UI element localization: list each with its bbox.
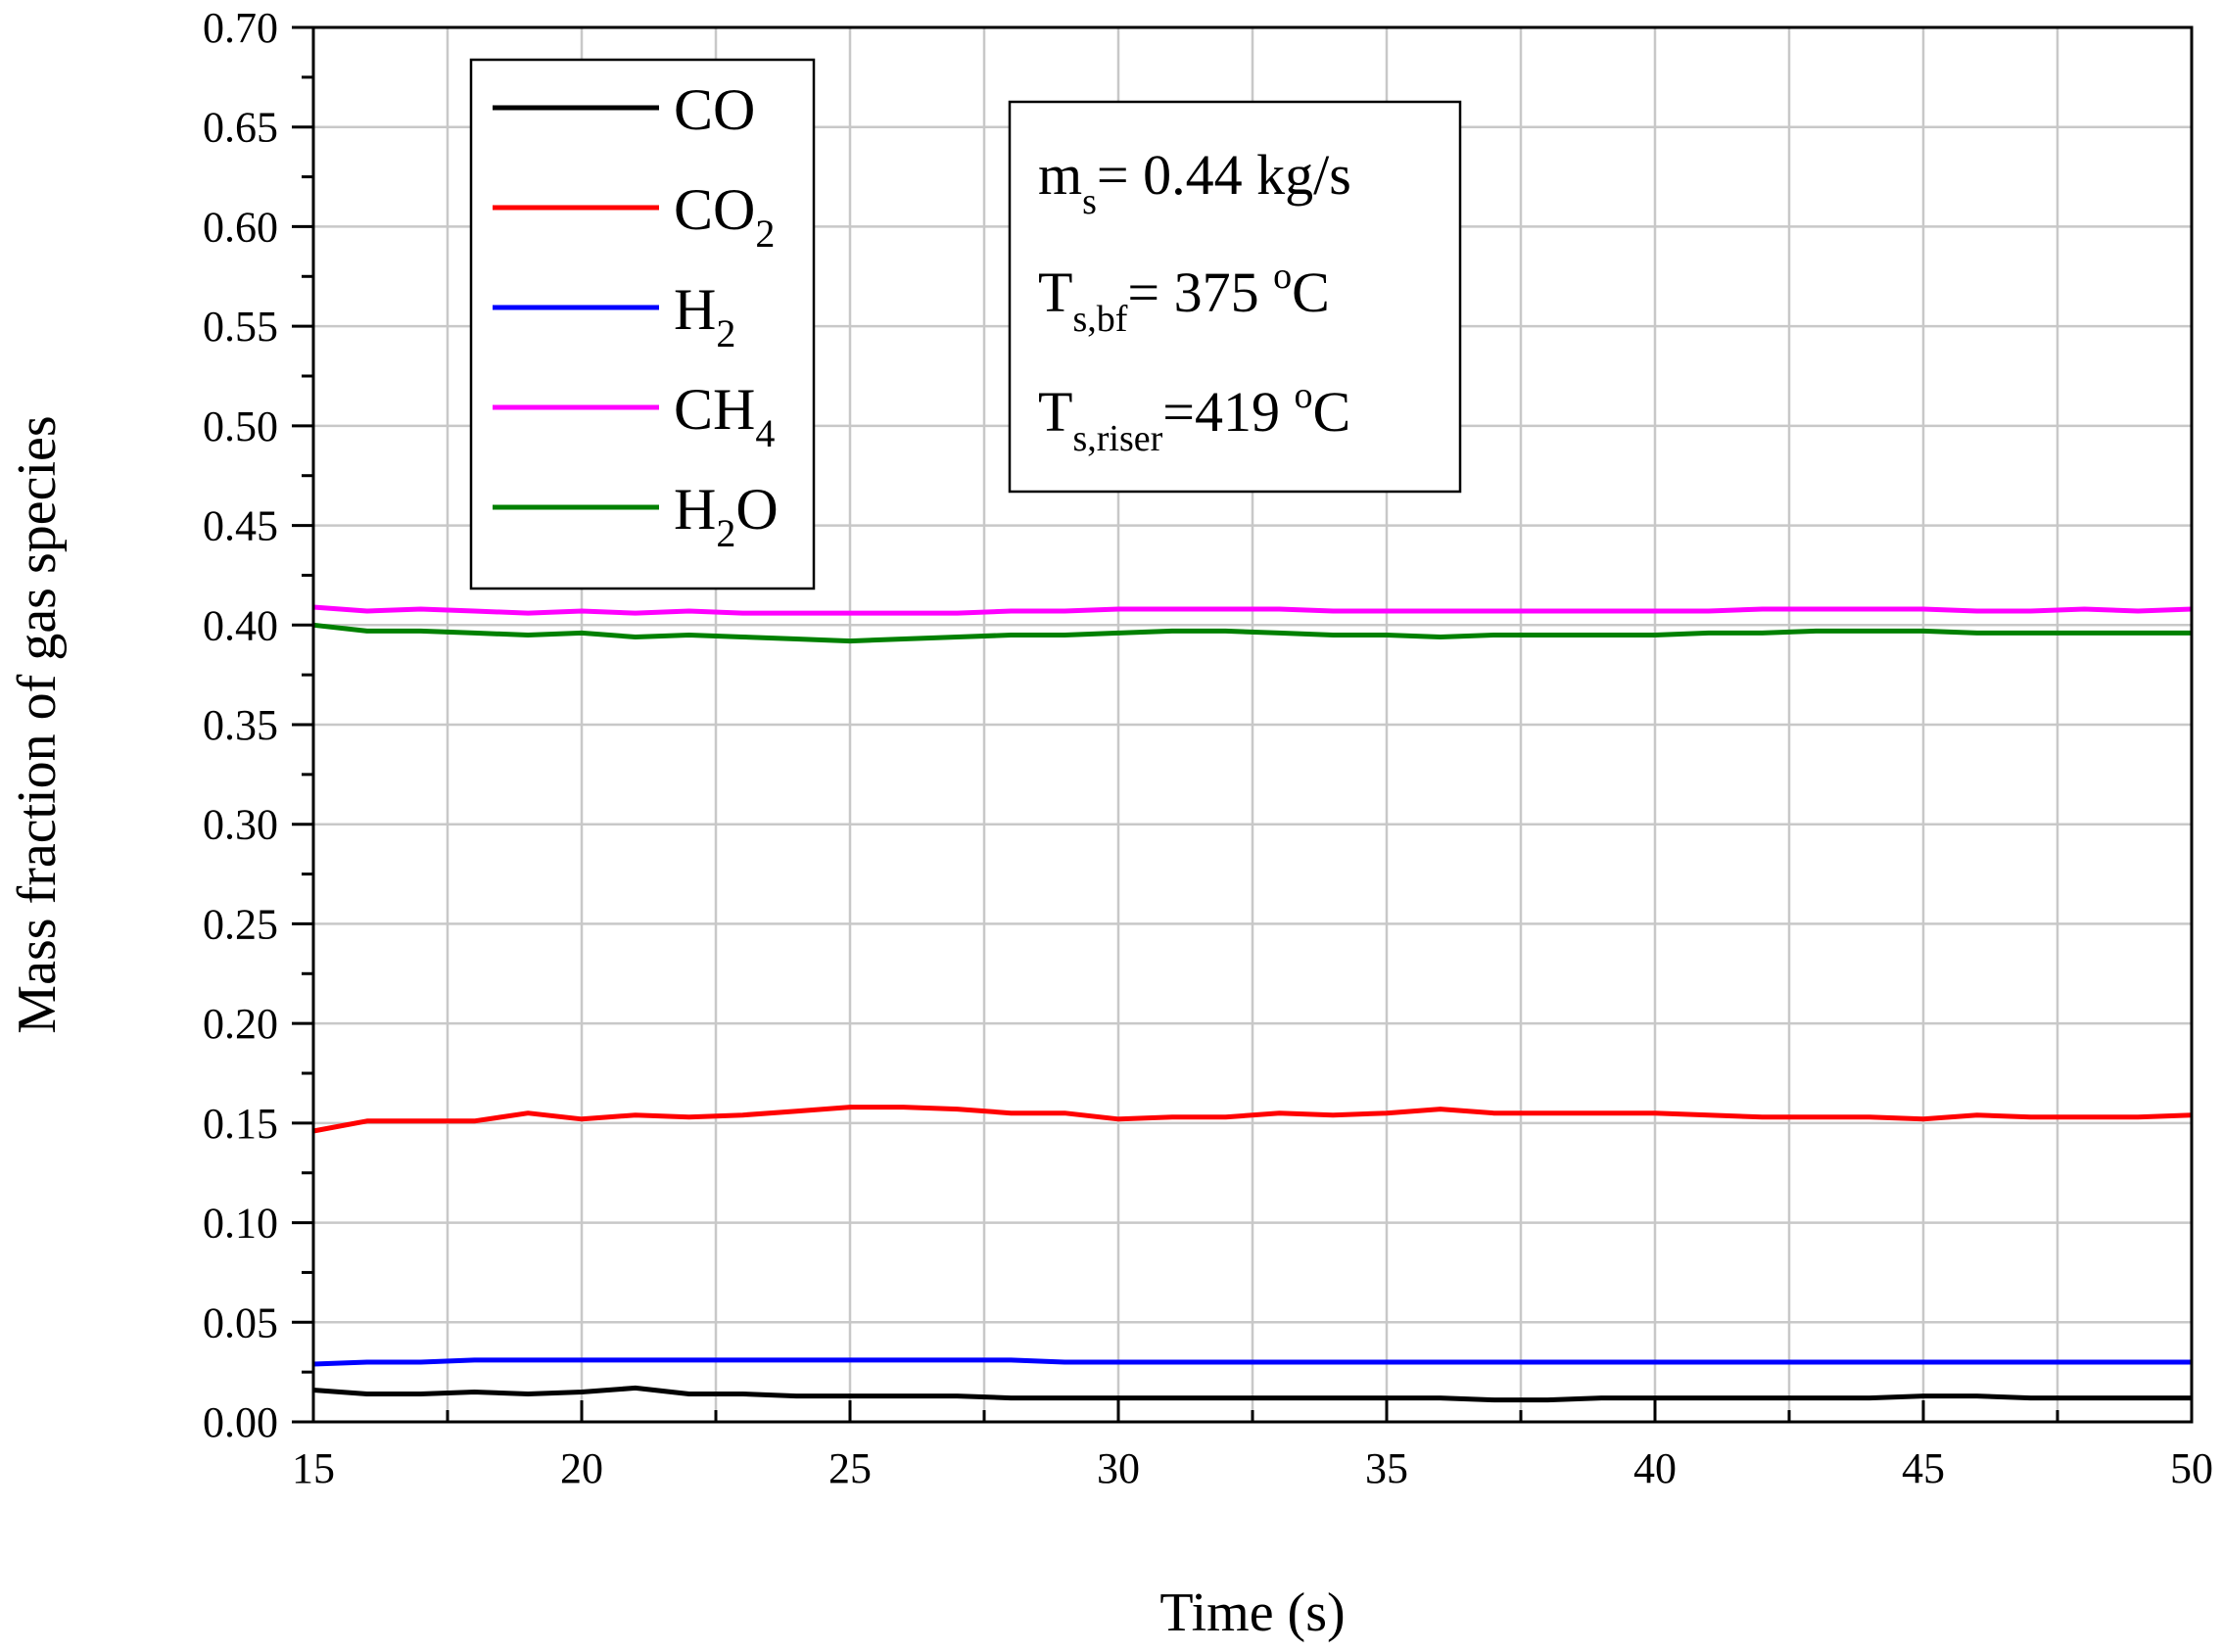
tick-labels: 15 20 25 30 35 40 45 50 0.00 0.05 0.10 0.15 0.20 0.25…	[203, 4, 2213, 1492]
y-tick-label: 0.70	[203, 4, 278, 52]
series-line-h2o	[312, 622, 2192, 644]
annotation-line: Ts,bf= 375 oC	[1038, 256, 1330, 340]
y-tick-label: 0.05	[203, 1298, 278, 1346]
y-tick-label: 0.15	[203, 1100, 278, 1148]
y-tick-label: 0.00	[203, 1398, 278, 1446]
y-tick-label: 0.35	[203, 701, 278, 749]
y-tick-label: 0.55	[203, 303, 278, 351]
x-tick-label: 15	[292, 1444, 335, 1492]
legend-label: H2	[674, 277, 735, 355]
legend-label: CO2	[674, 177, 775, 256]
series-line-ch4	[312, 604, 2193, 616]
legend-label: H2O	[674, 477, 779, 555]
y-tick-label: 0.45	[203, 502, 278, 550]
x-tick-label: 25	[828, 1444, 872, 1492]
annotation-box	[1008, 100, 1462, 494]
y-tick-label: 0.10	[203, 1200, 278, 1248]
y-tick-label: 0.50	[203, 402, 278, 450]
x-tick-label: 30	[1097, 1444, 1140, 1492]
x-tick-label: 35	[1365, 1444, 1408, 1492]
legend-label: CH4	[674, 377, 775, 455]
x-tick-label: 20	[560, 1444, 603, 1492]
y-axis-title: Mass fraction of gas species	[7, 415, 68, 1033]
axis-ticks	[292, 25, 2194, 1424]
annotation-line: Ts,riser=419 oC	[1038, 375, 1350, 459]
annotation-line: ms= 0.44 kg/s	[1038, 143, 1351, 222]
data-series	[312, 604, 2193, 1403]
series-line-co2	[312, 1105, 2193, 1134]
parameter-annotation: ms= 0.44 kg/s Ts,bf= 375 oC Ts,riser=419 o…	[1008, 100, 1462, 494]
x-tick-label: 40	[1633, 1444, 1677, 1492]
legend-box	[469, 58, 816, 590]
series-line-co	[312, 1385, 2192, 1403]
legend-label: CO	[674, 77, 755, 142]
y-tick-label: 0.65	[203, 104, 278, 152]
y-tick-label: 0.40	[203, 601, 278, 649]
y-tick-label: 0.20	[203, 1000, 278, 1048]
x-tick-label: 50	[2170, 1444, 2213, 1492]
legend: CO CO2 H2 CH4 H2O	[469, 58, 816, 590]
y-tick-label: 0.60	[203, 203, 278, 251]
x-axis-title: Time (s)	[1159, 1582, 1345, 1643]
x-tick-label: 45	[1902, 1444, 1945, 1492]
series-line-h2	[312, 1357, 2192, 1367]
y-tick-label: 0.30	[203, 801, 278, 849]
y-tick-label: 0.25	[203, 900, 278, 948]
